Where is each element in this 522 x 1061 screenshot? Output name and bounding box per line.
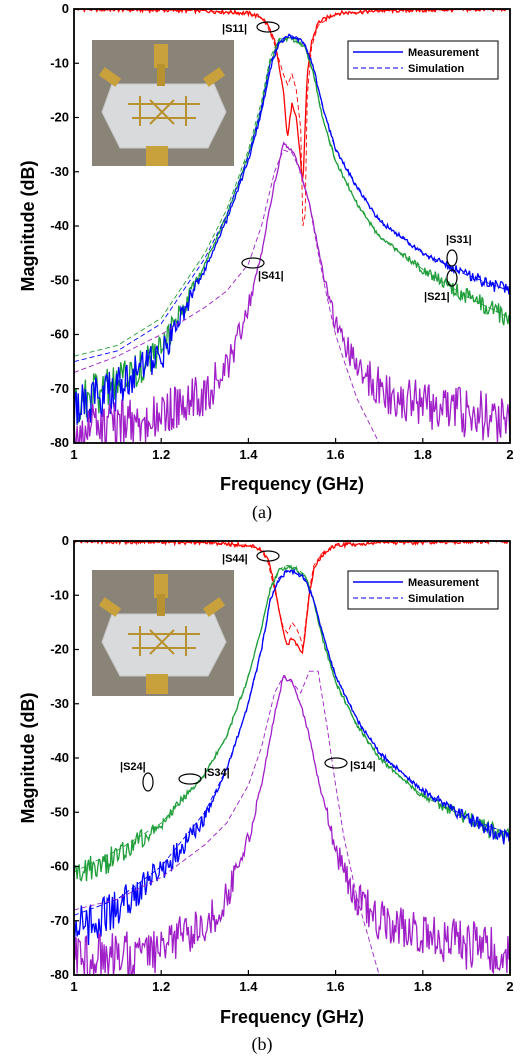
series-s44-measurement-line	[74, 541, 510, 655]
legend-b: Measurement Simulation	[347, 570, 499, 610]
legend-a: Measurement Simulation	[347, 40, 499, 80]
annotation-b-s34: |S34|	[204, 767, 230, 779]
annotation-a-ellipse-s21	[446, 269, 458, 287]
y-tick-label: -80	[50, 967, 69, 982]
annotation-b-ellipse-s14	[324, 757, 348, 769]
series-s24-simulation-line	[74, 564, 510, 873]
legend-a-measurement-label: Measurement	[408, 47, 479, 59]
chart-b-xlabel: Frequency (GHz)	[220, 1007, 364, 1027]
legend-a-box	[347, 40, 499, 80]
series-s44-simulation-line	[74, 541, 510, 650]
annotation-b-s14: |S14|	[350, 760, 376, 772]
y-tick-label: -40	[50, 218, 69, 233]
annotation-a-ellipse-s11	[256, 21, 280, 33]
series-s31-measurement-line	[74, 33, 510, 435]
annotation-a-s11: |S11|	[222, 23, 247, 35]
y-tick-label: -20	[50, 110, 69, 125]
chart-a-ticks: 1 1.2 1.4 1.6 1.8 2 0 -10 -20 -30 -40 -50 -60 -70 -80	[50, 1, 513, 462]
annotations-a: |S11| |S41| |S31| |S21|	[222, 21, 472, 303]
x-tick-label: 1.6	[327, 979, 345, 994]
chart-panel-b: 1 1.2 1.4 1.6 1.8 20-10-20-30-40-50-60-70-80 …	[18, 533, 514, 1055]
x-tick-label: 1	[70, 979, 77, 994]
legend-b-measurement-label: Measurement	[408, 577, 479, 589]
y-tick-label: -60	[50, 327, 69, 342]
x-tick-label: 1.8	[414, 447, 432, 462]
series-s41-simulation-line	[74, 149, 510, 443]
chart-b-ticks: 1 1.2 1.4 1.6 1.8 2 0 -10 -20 -30 -40 -50 -60 -70 -80	[50, 533, 513, 994]
device-photo-b	[92, 570, 234, 696]
x-tick-label: 1.8	[414, 979, 432, 994]
y-tick-label: -30	[50, 164, 69, 179]
y-tick-label: -10	[50, 55, 69, 70]
series-s24-measurement-line	[74, 564, 510, 882]
x-tick-label: 1.4	[239, 979, 258, 994]
annotation-b-ellipse-s24	[142, 772, 154, 792]
x-tick-label: 1.4	[239, 447, 258, 462]
y-tick-label: 0	[62, 533, 69, 548]
x-tick-label: 2	[506, 979, 513, 994]
y-tick-label: -10	[50, 587, 69, 602]
chart-a-ylabel: Magnitude (dB)	[18, 161, 38, 292]
y-tick-label: -60	[50, 859, 69, 874]
legend-a-simulation-label: Simulation	[408, 63, 465, 75]
chart-panel-a: 1 1.2 1.4 1.6 1.8 20-10-20-30-40-50-60-70-80 …	[18, 1, 514, 523]
legend-b-box	[347, 570, 499, 610]
series-s14-measurement-line	[74, 675, 510, 975]
annotation-b-ellipse-s34	[178, 773, 202, 785]
annotation-b-s44: |S44|	[222, 553, 248, 565]
y-tick-label: -50	[50, 804, 69, 819]
chart-b-ylabel: Magnitude (dB)	[18, 693, 38, 824]
y-tick-label: -20	[50, 642, 69, 657]
y-tick-label: -50	[50, 272, 69, 287]
annotations-b: |S44| |S24| |S34| |S14|	[120, 550, 376, 792]
y-tick-label: -40	[50, 750, 69, 765]
annotation-a-ellipse-s31	[446, 249, 458, 267]
y-tick-label: -70	[50, 381, 69, 396]
y-tick-label: -70	[50, 913, 69, 928]
x-tick-label: 1.6	[327, 447, 345, 462]
x-tick-label: 1.2	[152, 979, 170, 994]
chart-a-caption: (a)	[252, 502, 272, 523]
chart-a-xlabel: Frequency (GHz)	[220, 474, 364, 494]
annotation-a-s41: |S41|	[258, 270, 284, 282]
legend-b-simulation-label: Simulation	[408, 593, 465, 605]
chart-a-series	[74, 9, 510, 443]
annotation-a-s31: |S31|	[446, 234, 472, 246]
series-s41-measurement-line	[74, 141, 510, 443]
chart-b-caption: (b)	[252, 1034, 273, 1055]
x-tick-label: 1.2	[152, 447, 170, 462]
annotation-a-s21: |S21|	[424, 291, 450, 303]
annotation-b-s24: |S24|	[120, 761, 146, 773]
annotation-b-ellipse-s44	[256, 550, 280, 562]
y-tick-label: 0	[62, 1, 69, 16]
x-tick-label: 2	[506, 447, 513, 462]
chart-b-series	[74, 541, 510, 975]
x-tick-label: 1	[70, 447, 77, 462]
annotation-a-ellipse-s41	[241, 257, 265, 269]
y-tick-label: -30	[50, 696, 69, 711]
y-tick-label: -80	[50, 435, 69, 450]
series-s34-measurement-line	[74, 568, 510, 953]
device-photo-a	[92, 40, 234, 166]
